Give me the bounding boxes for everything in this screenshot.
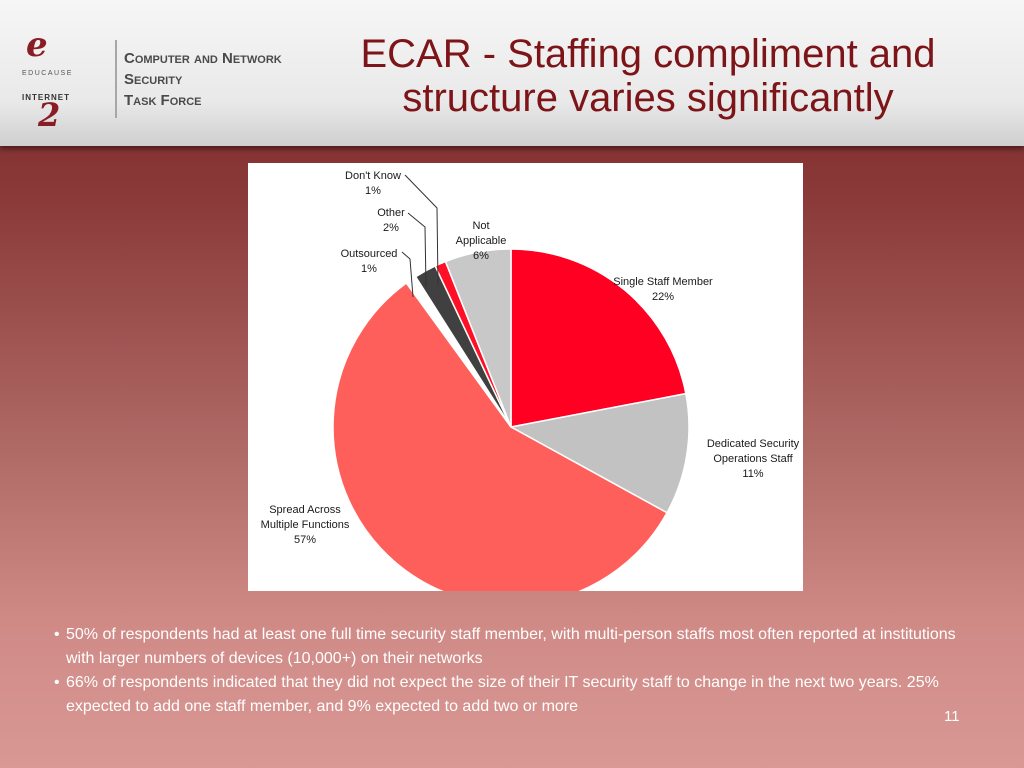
slide-header: e EDUCAUSE INTERNET 2 Computer and Netwo… (0, 0, 1024, 146)
pie-label-line: Applicable (456, 235, 507, 247)
logo-divider (115, 40, 117, 118)
pie-label-line: 6% (473, 250, 489, 262)
pie-slice-spread-across-multiple-functions (332, 281, 668, 591)
pie-slice-dedicated-security-operations-staff (508, 392, 690, 514)
slide-title-line-2: structure varies significantly (402, 76, 894, 120)
pie-label-line: 22% (652, 291, 674, 303)
pie-label-line: 2% (383, 222, 399, 234)
bullet-item: 66% of respondents indicated that they d… (54, 671, 984, 719)
pie-label-line: Spread Across (269, 504, 341, 516)
pie-label-line: 11% (742, 468, 763, 480)
internet2-wordmark: INTERNET (22, 93, 70, 102)
pie-label-outsourced: Outsourced 1% (341, 248, 398, 275)
leader-line-other (407, 212, 427, 288)
pie-label-line: 1% (365, 185, 381, 197)
pie-label-line: Outsourced (341, 248, 398, 260)
pie-label-single-staff-member: Single Staff Member 22% (613, 276, 713, 303)
pie-label-other: Other 2% (377, 207, 405, 234)
pie-label-not-applicable: Not Applicable 6% (456, 220, 507, 262)
logo-line-3: Task Force (124, 92, 202, 109)
slide-title: ECAR - Staffing compliment and structure… (290, 32, 1006, 120)
pie-label-spread-across-multiple-functions: Spread Across Multiple Functions 57% (261, 504, 350, 546)
bullet-item: 50% of respondents had at least one full… (54, 623, 984, 671)
pie-label-don-t-know: Don't Know 1% (345, 170, 401, 197)
logo-text: Computer and Network Security Task Force (124, 48, 282, 111)
educause-wordmark: EDUCAUSE (22, 70, 73, 77)
leader-line-outsourced (401, 251, 414, 298)
pie-label-line: 1% (361, 263, 377, 275)
educause-internet2-logo-icon: e EDUCAUSE INTERNET 2 (22, 28, 73, 128)
pie-chart: Single Staff Member 22% Dedicated Security… (261, 170, 800, 591)
leader-line-don-t-know (404, 174, 439, 286)
pie-label-line: Not (472, 220, 489, 232)
slide-title-line-1: ECAR - Staffing compliment and (360, 32, 936, 76)
educause-e-mark: e (26, 28, 48, 65)
bullet-list: 50% of respondents had at least one full… (54, 623, 984, 719)
task-force-logo: e EDUCAUSE INTERNET 2 Computer and Netwo… (20, 28, 282, 128)
logo-line-1: Computer and Network (124, 50, 282, 67)
pie-label-line: Don't Know (345, 170, 401, 182)
pie-labels: Single Staff Member 22% Dedicated Security… (261, 170, 800, 546)
internet2-two-mark: 2 (37, 96, 60, 128)
pie-label-line: Other (377, 207, 405, 219)
pie-leader-lines (401, 174, 439, 298)
logo-line-2: Security (124, 71, 183, 88)
page-number: 11 (944, 708, 960, 725)
pie-slice-not-applicable (444, 248, 512, 428)
chart-panel: Single Staff Member 22% Dedicated Security… (248, 163, 803, 591)
pie-label-line: Dedicated Security (707, 438, 800, 450)
pie-label-line: Multiple Functions (261, 519, 350, 531)
pie-label-line: Single Staff Member (613, 276, 713, 288)
pie-slice-single-staff-member (510, 248, 687, 428)
pie-label-line: 57% (294, 534, 316, 546)
pie-label-line: Operations Staff (713, 453, 793, 465)
pie-label-dedicated-security-operations-staff: Dedicated Security Operations Staff 11% (707, 438, 800, 480)
pie-slices (332, 248, 690, 591)
